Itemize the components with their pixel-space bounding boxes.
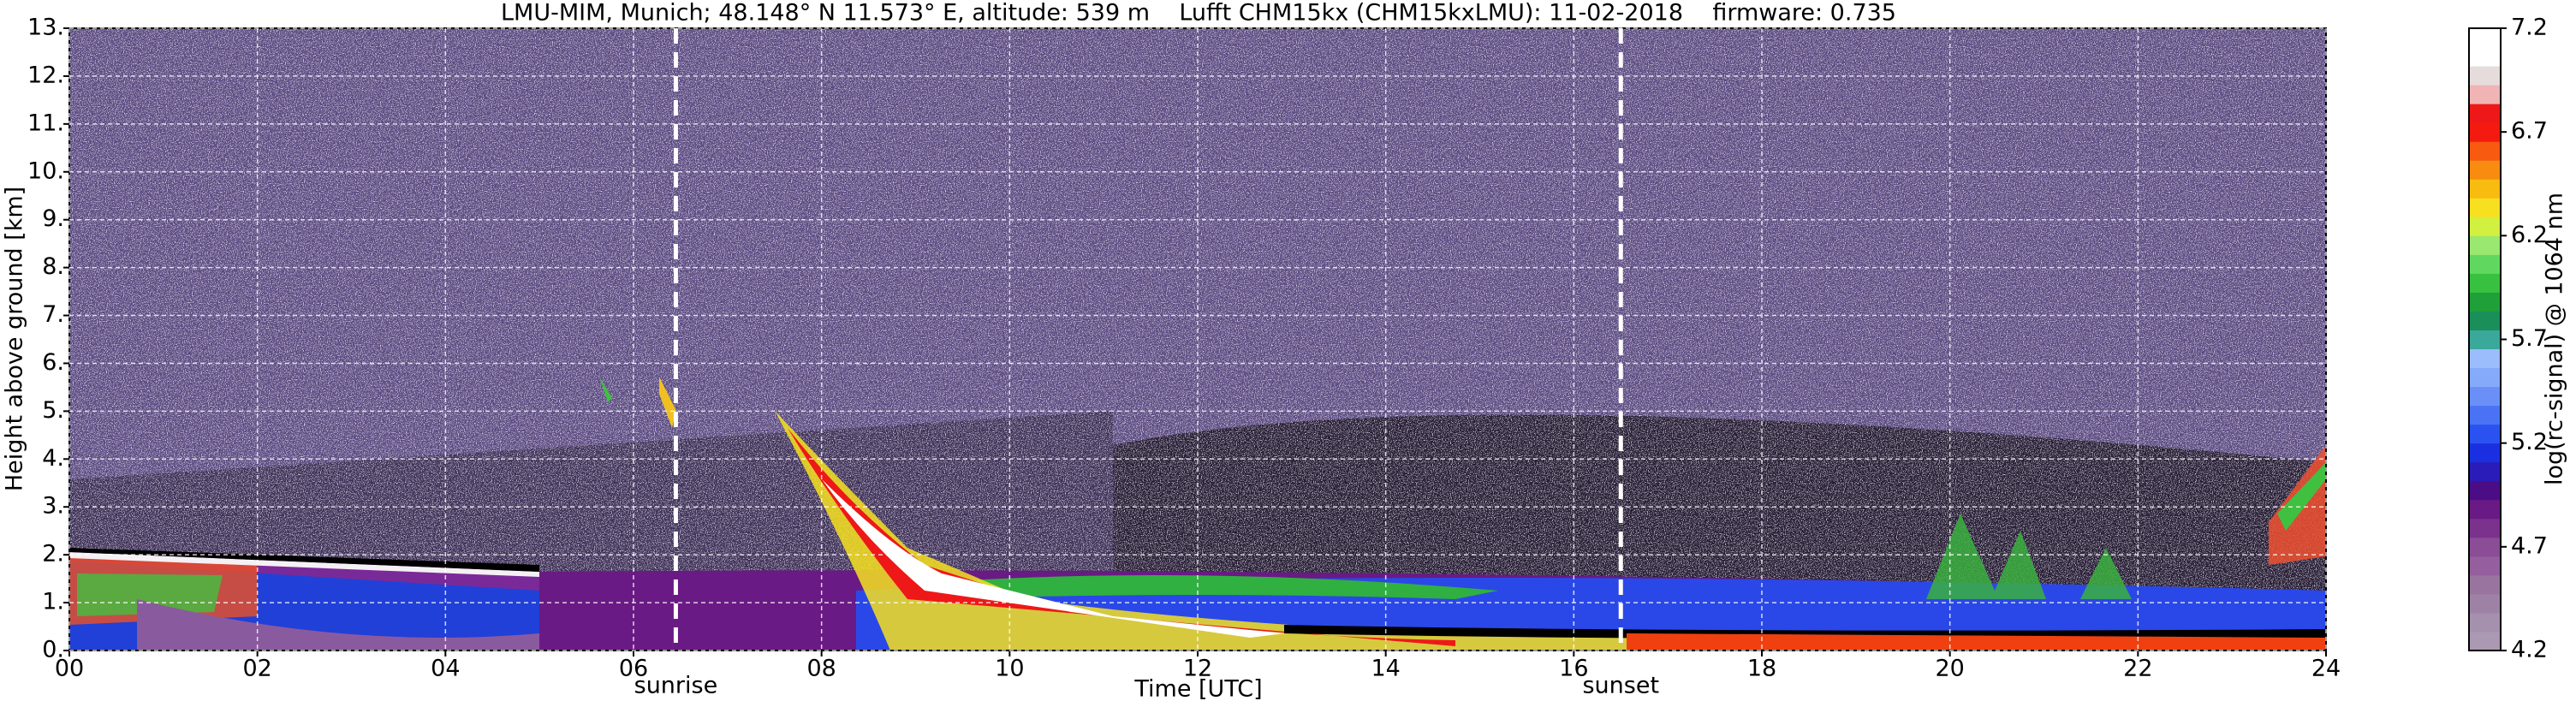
colorbar-segment bbox=[2469, 292, 2501, 312]
colorbar-segment bbox=[2469, 461, 2501, 482]
colorbar-segment bbox=[2469, 424, 2501, 444]
y-tick-label: 9. bbox=[42, 205, 64, 232]
y-tick-label: 10. bbox=[27, 157, 64, 184]
colorbar-segment bbox=[2469, 273, 2501, 293]
colorbar-segment bbox=[2469, 405, 2501, 425]
colorbar-tick-label: 6.7 bbox=[2511, 118, 2548, 145]
colorbar-segment bbox=[2469, 593, 2501, 614]
colorbar-segment bbox=[2469, 330, 2501, 350]
y-tick-label: 6. bbox=[42, 349, 64, 376]
colorbar-tick-label: 4.2 bbox=[2511, 637, 2548, 663]
y-tick-label: 7. bbox=[42, 301, 64, 328]
colorbar-tick-label: 5.2 bbox=[2511, 429, 2548, 455]
x-tick-label: 08 bbox=[806, 656, 836, 682]
x-tick-label: 16 bbox=[1559, 656, 1588, 682]
x-tick-label: 22 bbox=[2123, 656, 2152, 682]
x-tick-label: 12 bbox=[1183, 656, 1212, 682]
colorbar-segment bbox=[2469, 386, 2501, 407]
colorbar-tick-label: 7.2 bbox=[2511, 15, 2548, 41]
x-tick-label: 06 bbox=[619, 656, 648, 682]
x-tick-label: 02 bbox=[242, 656, 271, 682]
annotation-label: sunset bbox=[1582, 673, 1659, 699]
colorbar-segment bbox=[2469, 348, 2501, 369]
y-tick-label: 8. bbox=[42, 253, 64, 280]
y-tick-label: 12. bbox=[27, 62, 64, 88]
colorbar-segment bbox=[2469, 537, 2501, 557]
y-tick-label: 0. bbox=[42, 637, 64, 663]
colorbar-segment bbox=[2469, 85, 2501, 104]
colorbar-tick-label: 4.7 bbox=[2511, 532, 2548, 559]
x-axis-label: Time [UTC] bbox=[1133, 676, 1262, 703]
y-tick-label: 1. bbox=[42, 589, 64, 615]
colorbar-segment bbox=[2469, 443, 2501, 463]
chart-title: LMU-MIM, Munich; 48.148° N 11.573° E, al… bbox=[501, 0, 1896, 27]
colorbar-segment bbox=[2469, 160, 2501, 180]
colorbar-segment bbox=[2469, 198, 2501, 217]
y-axis-label: Height above ground [km] bbox=[2, 187, 28, 491]
x-tick-label: 04 bbox=[431, 656, 460, 682]
colorbar-tick-label: 6.2 bbox=[2511, 222, 2548, 248]
colorbar-segment bbox=[2469, 367, 2501, 388]
colorbar-segment bbox=[2469, 556, 2501, 576]
colorbar-segment bbox=[2469, 122, 2501, 142]
x-tick-label: 20 bbox=[1935, 656, 1964, 682]
annotation-label: sunrise bbox=[634, 673, 718, 699]
colorbar-segment bbox=[2469, 631, 2501, 651]
colorbar-segment bbox=[2469, 179, 2501, 199]
y-tick-label: 11. bbox=[27, 110, 64, 136]
colorbar-segment bbox=[2469, 235, 2501, 255]
y-tick-label: 5. bbox=[42, 397, 64, 424]
colorbar-segment bbox=[2469, 47, 2501, 67]
x-tick-label: 10 bbox=[995, 656, 1024, 682]
colorbar-label: log(rc-signal) @ 1064 nm bbox=[2542, 193, 2568, 485]
colorbar-segment bbox=[2469, 104, 2501, 123]
colorbar-segment bbox=[2469, 28, 2501, 48]
colorbar-segment bbox=[2469, 574, 2501, 595]
colorbar-segment bbox=[2469, 217, 2501, 236]
y-tick-label: 3. bbox=[42, 493, 64, 520]
colorbar-segment bbox=[2469, 66, 2501, 86]
colorbar-segment bbox=[2469, 480, 2501, 501]
colorbar-segment bbox=[2469, 518, 2501, 538]
x-tick-label: 18 bbox=[1747, 656, 1776, 682]
y-tick-label: 13. bbox=[27, 15, 64, 41]
colorbar-segment bbox=[2469, 311, 2501, 330]
x-tick-label: 14 bbox=[1371, 656, 1400, 682]
colorbar-segment bbox=[2469, 499, 2501, 520]
y-tick-label: 4. bbox=[42, 445, 64, 472]
colorbar-tick-label: 5.7 bbox=[2511, 325, 2548, 352]
colorbar-segment bbox=[2469, 141, 2501, 161]
x-tick-label: 00 bbox=[55, 656, 84, 682]
y-tick-label: 2. bbox=[42, 541, 64, 567]
colorbar-segment bbox=[2469, 254, 2501, 274]
colorbar-segment bbox=[2469, 612, 2501, 633]
x-tick-label: 24 bbox=[2311, 656, 2341, 682]
